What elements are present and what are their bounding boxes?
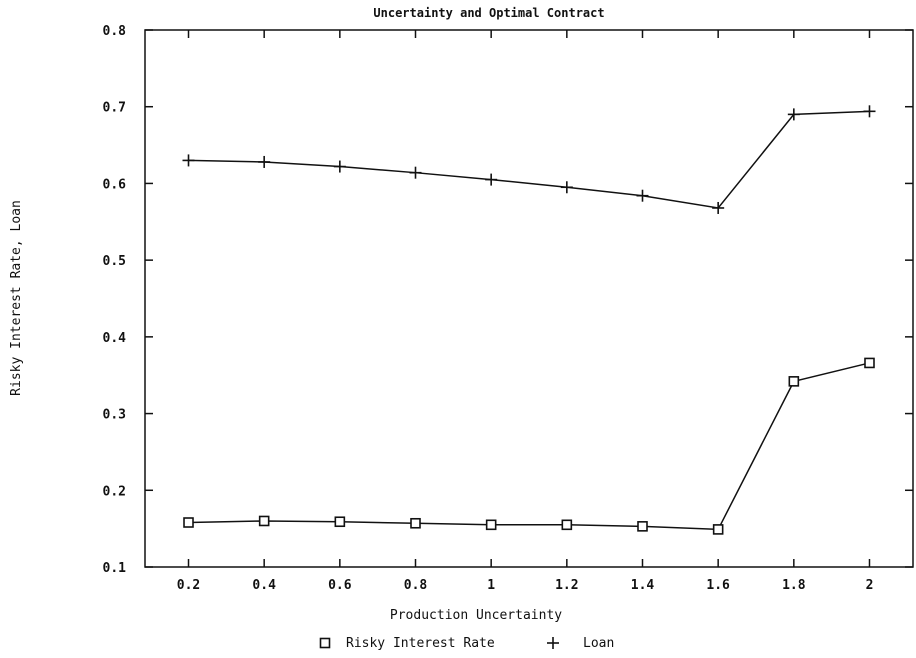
- plot-area-frame: [144, 29, 914, 568]
- y-tick-label: 0.1: [103, 561, 127, 576]
- data-point-loan: [560, 181, 573, 194]
- x-axis-ticks: 0.2 0.4 0.6 0.8 1 1.2 1.4 1.6 1.8 2: [177, 30, 874, 593]
- data-point-risky-interest-rate: [183, 517, 194, 528]
- legend-marker-loan: [547, 637, 559, 649]
- legend-label-loan: Loan: [583, 636, 614, 651]
- data-point-loan: [485, 173, 498, 186]
- y-tick-label: 0.3: [103, 408, 126, 423]
- data-point-risky-interest-rate: [334, 516, 346, 528]
- x-tick-label: 1.4: [631, 578, 655, 593]
- series-layer: [182, 105, 876, 535]
- data-point-risky-interest-rate: [788, 376, 800, 387]
- x-tick-label: 0.6: [328, 578, 352, 593]
- data-point-loan: [636, 189, 649, 202]
- x-tick-label: 1: [487, 578, 495, 593]
- x-axis-label: Production Uncertainty: [390, 608, 562, 623]
- legend: Risky Interest Rate Loan: [319, 636, 614, 651]
- x-tick-label: 0.2: [177, 578, 200, 593]
- data-point-loan: [258, 155, 271, 168]
- data-point-loan: [182, 154, 195, 167]
- x-tick-label: 1.8: [782, 578, 806, 593]
- data-point-loan: [712, 201, 725, 214]
- y-tick-label: 0.8: [103, 24, 127, 39]
- y-tick-label: 0.4: [103, 331, 127, 346]
- y-tick-label: 0.6: [103, 177, 127, 192]
- x-tick-label: 1.6: [706, 578, 730, 593]
- y-tick-label: 0.5: [103, 254, 126, 269]
- series-line-risky-interest-rate: [188, 362, 870, 531]
- data-point-risky-interest-rate: [561, 519, 573, 531]
- legend-marker-risky-interest-rate: [319, 637, 331, 649]
- data-point-risky-interest-rate: [864, 357, 875, 369]
- y-axis-ticks: 0.1 0.2 0.3 0.4 0.5 0.6 0.7 0.8: [103, 24, 913, 576]
- data-point-risky-interest-rate: [485, 519, 497, 531]
- data-point-risky-interest-rate: [712, 524, 724, 535]
- x-tick-label: 0.4: [252, 578, 276, 593]
- data-point-risky-interest-rate: [258, 515, 270, 527]
- data-point-loan: [863, 105, 876, 118]
- x-tick-label: 2: [866, 578, 874, 593]
- y-axis-label: Risky Interest Rate, Loan: [9, 200, 24, 396]
- legend-label-risky-interest-rate: Risky Interest Rate: [346, 636, 495, 651]
- y-tick-label: 0.2: [103, 484, 126, 499]
- data-point-loan: [409, 166, 422, 179]
- data-point-risky-interest-rate: [637, 521, 648, 532]
- data-point-loan: [787, 108, 800, 121]
- y-tick-label: 0.7: [103, 101, 126, 116]
- x-tick-label: 0.8: [404, 578, 428, 593]
- data-point-loan: [333, 160, 346, 173]
- data-point-risky-interest-rate: [410, 517, 421, 529]
- x-tick-label: 1.2: [555, 578, 578, 593]
- chart-title: Uncertainty and Optimal Contract: [373, 6, 604, 20]
- series-line-loan: [188, 110, 870, 209]
